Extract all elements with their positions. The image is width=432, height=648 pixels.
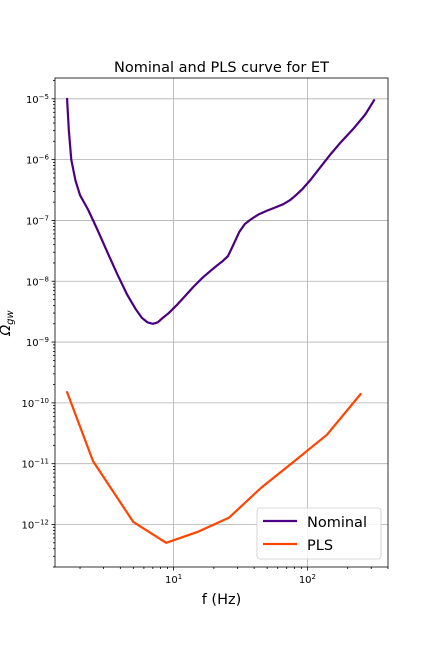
series-lines [65,97,376,544]
x-axis-label: f (Hz) [202,592,242,608]
y-axis-label: Ωgw [0,310,16,337]
axis-ticks: 101 102 10−12 10−11 10−10 10−9 10−8 10−7 10−6 10−… [21,80,389,586]
y-axis-label-base: Ω [0,325,14,337]
chart-title: Nominal and PLS curve for ET [114,60,329,76]
legend-label-nominal: Nominal [307,515,367,531]
series-line-nominal [65,97,376,325]
y-tick-label: 10−6 [26,154,50,167]
x-tick-label: 101 [165,573,182,586]
x-tick-label: 102 [299,573,316,586]
y-tick-label: 10−10 [21,397,49,410]
y-tick-label: 10−11 [21,458,49,471]
plot-frame [54,77,389,568]
y-tick-label: 10−7 [26,214,49,227]
legend-label-pls: PLS [307,538,333,554]
y-axis-label-subscript: gw [5,310,16,325]
y-tick-label: 10−5 [26,93,49,106]
y-tick-label: 10−9 [26,336,49,349]
y-tick-label: 10−8 [26,275,49,288]
legend: Nominal PLS [256,507,382,560]
grid [55,78,388,567]
series-line-pls [65,391,362,544]
y-tick-label: 10−12 [21,518,49,531]
